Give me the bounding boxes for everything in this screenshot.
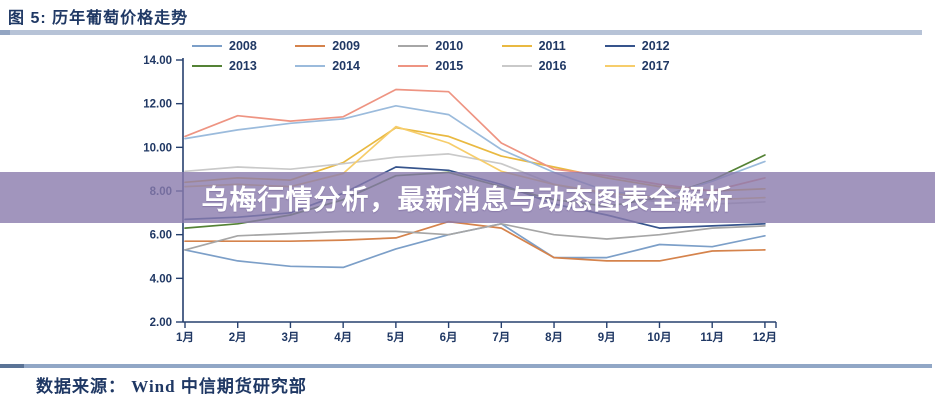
series-line-2010 <box>184 222 766 251</box>
x-tick-label: 5月 <box>387 331 405 344</box>
y-tick-label: 12.00 <box>143 99 172 111</box>
data-source-label: 数据来源： Wind 中信期货研究部 <box>36 377 307 396</box>
promo-overlay-text: 乌梅行情分析，最新消息与动态图表全解析 <box>201 185 734 215</box>
x-tick-label: 2月 <box>229 331 247 344</box>
legend-label: 2010 <box>435 39 464 53</box>
footer-divider-cap <box>0 364 24 368</box>
x-tick-label: 6月 <box>440 331 458 344</box>
legend-item-2010: 2010 <box>398 39 501 53</box>
legend-label: 2011 <box>538 39 566 53</box>
x-tick-label: 8月 <box>545 331 563 344</box>
legend-item-2015: 2015 <box>398 59 501 73</box>
y-tick-label: 2.00 <box>150 317 172 329</box>
y-tick-label: 4.00 <box>150 273 172 285</box>
legend-label: 2015 <box>435 59 464 73</box>
legend-swatch-2009 <box>295 45 326 47</box>
x-tick-label: 7月 <box>492 331 510 344</box>
legend-item-2012: 2012 <box>604 39 708 53</box>
legend-swatch-2010 <box>398 45 429 47</box>
x-tick-label: 10月 <box>647 331 671 344</box>
legend-item-2009: 2009 <box>295 39 398 53</box>
figure-title: 图 5: 历年葡萄价格走势 <box>8 10 189 27</box>
legend-item-2016: 2016 <box>501 59 605 73</box>
title-divider-cap <box>0 30 10 35</box>
legend-swatch-2011 <box>501 45 532 47</box>
x-tick-label: 12月 <box>753 331 777 344</box>
legend-label: 2012 <box>641 39 670 53</box>
x-tick-label: 11月 <box>700 331 724 344</box>
series-line-2008 <box>184 222 766 269</box>
legend-swatch-2015 <box>398 65 429 67</box>
chart-legend: 2008 2009 2010 2011 2012 2013 2014 2015 2016 2017 <box>192 39 708 73</box>
x-tick-label: 9月 <box>598 331 616 344</box>
legend-label: 2009 <box>332 39 360 53</box>
legend-swatch-2017 <box>604 65 635 67</box>
legend-item-2008: 2008 <box>192 39 295 53</box>
y-tick-label: 6.00 <box>150 230 172 242</box>
title-divider <box>0 30 922 35</box>
legend-label: 2016 <box>538 59 567 73</box>
legend-swatch-2014 <box>295 65 326 67</box>
legend-swatch-2013 <box>192 65 222 67</box>
legend-swatch-2012 <box>604 45 635 47</box>
legend-swatch-2016 <box>501 65 532 67</box>
legend-item-2017: 2017 <box>604 59 708 73</box>
legend-label: 2017 <box>641 59 670 73</box>
legend-item-2011: 2011 <box>501 39 605 53</box>
legend-label: 2013 <box>229 59 257 73</box>
footer-divider <box>0 364 932 368</box>
legend-swatch-2008 <box>192 45 222 47</box>
promo-overlay-banner: 乌梅行情分析，最新消息与动态图表全解析 <box>0 172 935 223</box>
legend-item-2013: 2013 <box>192 59 295 73</box>
legend-label: 2014 <box>332 59 360 73</box>
legend-item-2014: 2014 <box>295 59 398 73</box>
x-tick-label: 1月 <box>176 331 194 344</box>
legend-label: 2008 <box>229 39 257 53</box>
y-tick-label: 10.00 <box>143 142 172 154</box>
x-tick-label: 3月 <box>281 331 299 344</box>
series-line-2009 <box>184 220 766 262</box>
x-tick-label: 4月 <box>334 331 352 344</box>
y-tick-label: 14.00 <box>143 55 172 67</box>
